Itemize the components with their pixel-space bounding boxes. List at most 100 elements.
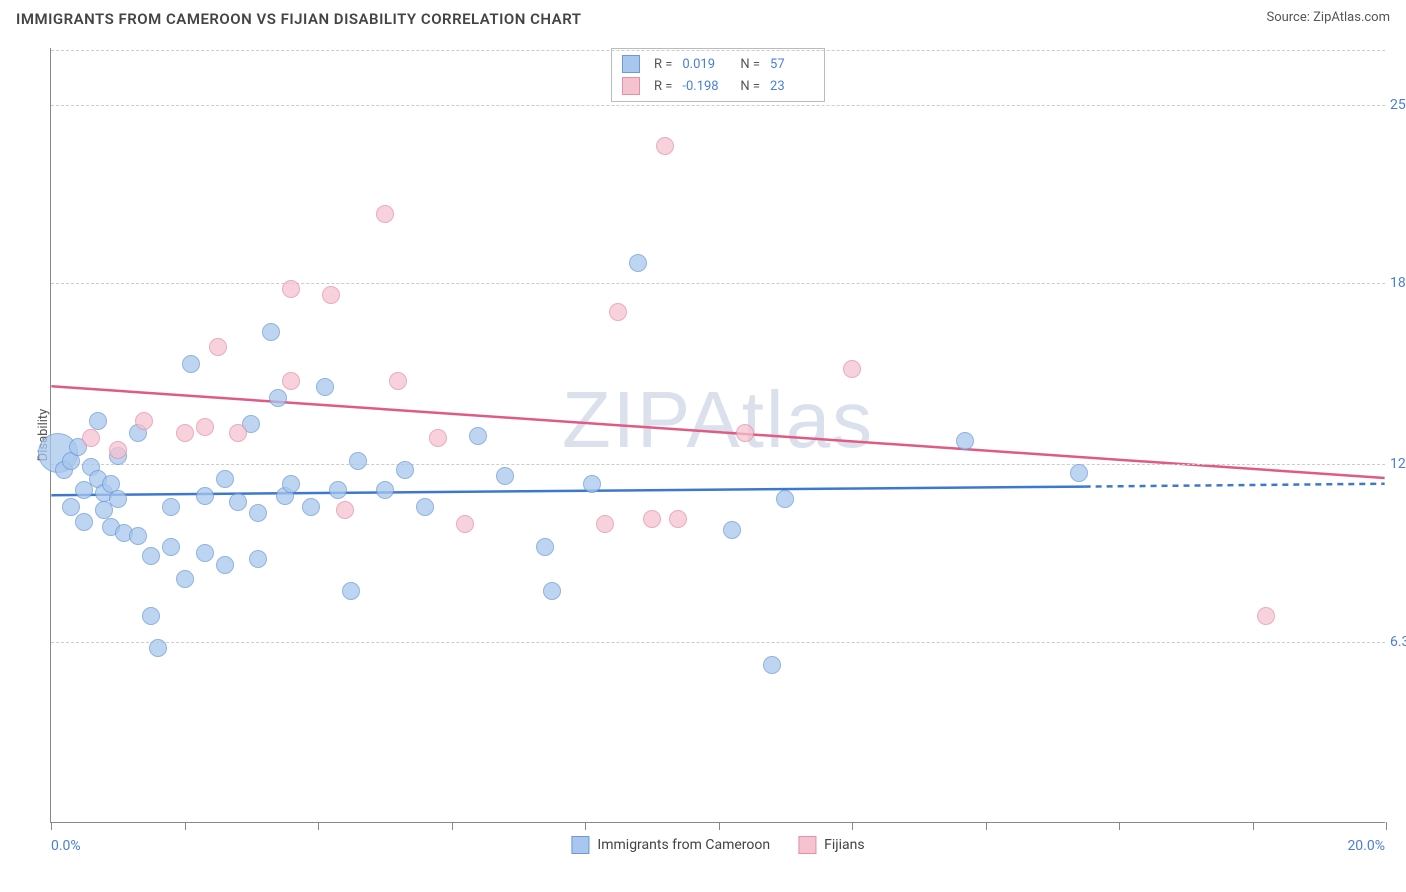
data-point bbox=[456, 515, 474, 533]
data-point bbox=[723, 521, 741, 539]
y-tick-label: 25.0% bbox=[1390, 97, 1406, 113]
data-point bbox=[162, 538, 180, 556]
stat-value: 0.019 bbox=[682, 57, 726, 72]
x-axis-max-label: 20.0% bbox=[1347, 838, 1385, 854]
data-point bbox=[583, 475, 601, 493]
legend-label: Fijians bbox=[824, 837, 864, 853]
data-point bbox=[109, 441, 127, 459]
stats-legend-row: R = 0.019 N = 57 bbox=[622, 53, 814, 75]
watermark-text: ZIPAtlas bbox=[562, 374, 874, 466]
data-point bbox=[389, 372, 407, 390]
data-point bbox=[396, 461, 414, 479]
x-tick bbox=[986, 822, 987, 830]
data-point bbox=[229, 493, 247, 511]
stat-label: R = bbox=[654, 79, 672, 94]
data-point bbox=[176, 424, 194, 442]
data-point bbox=[196, 487, 214, 505]
data-point bbox=[342, 582, 360, 600]
x-tick bbox=[585, 822, 586, 830]
x-tick bbox=[51, 822, 52, 830]
data-point bbox=[469, 427, 487, 445]
x-tick bbox=[318, 822, 319, 830]
x-tick bbox=[1119, 822, 1120, 830]
data-point bbox=[763, 656, 781, 674]
scatter-plot: Disability ZIPAtlas R = 0.019 N = 57 R =… bbox=[50, 48, 1385, 823]
stat-value: -0.198 bbox=[682, 79, 726, 94]
stat-value: 23 bbox=[770, 79, 814, 94]
data-point bbox=[656, 137, 674, 155]
data-point bbox=[536, 538, 554, 556]
data-point bbox=[736, 424, 754, 442]
gridline bbox=[51, 642, 1385, 643]
source-label: Source: ZipAtlas.com bbox=[1266, 10, 1390, 25]
series-legend: Immigrants from Cameroon Fijians bbox=[571, 836, 864, 854]
x-tick bbox=[452, 822, 453, 830]
data-point bbox=[229, 424, 247, 442]
data-point bbox=[543, 582, 561, 600]
swatch-icon bbox=[798, 836, 816, 854]
swatch-icon bbox=[622, 77, 640, 95]
data-point bbox=[609, 303, 627, 321]
data-point bbox=[349, 452, 367, 470]
data-point bbox=[416, 498, 434, 516]
data-point bbox=[162, 498, 180, 516]
data-point bbox=[843, 360, 861, 378]
data-point bbox=[329, 481, 347, 499]
data-point bbox=[216, 556, 234, 574]
swatch-icon bbox=[571, 836, 589, 854]
x-tick bbox=[852, 822, 853, 830]
data-point bbox=[75, 513, 93, 531]
legend-entry: Immigrants from Cameroon bbox=[571, 836, 770, 854]
data-point bbox=[129, 527, 147, 545]
data-point bbox=[336, 501, 354, 519]
data-point bbox=[643, 510, 661, 528]
x-tick bbox=[719, 822, 720, 830]
data-point bbox=[316, 378, 334, 396]
data-point bbox=[1070, 464, 1088, 482]
gridline bbox=[51, 464, 1385, 465]
data-point bbox=[376, 205, 394, 223]
data-point bbox=[249, 550, 267, 568]
data-point bbox=[269, 389, 287, 407]
data-point bbox=[62, 498, 80, 516]
x-tick bbox=[1253, 822, 1254, 830]
stat-label: R = bbox=[654, 57, 672, 72]
data-point bbox=[196, 418, 214, 436]
gridline bbox=[51, 50, 1385, 51]
x-axis-min-label: 0.0% bbox=[51, 838, 81, 854]
data-point bbox=[182, 355, 200, 373]
data-point bbox=[249, 504, 267, 522]
y-tick-label: 12.5% bbox=[1390, 456, 1406, 472]
data-point bbox=[135, 412, 153, 430]
data-point bbox=[496, 467, 514, 485]
data-point bbox=[776, 490, 794, 508]
stat-label: N = bbox=[740, 57, 760, 72]
data-point bbox=[142, 547, 160, 565]
data-point bbox=[376, 481, 394, 499]
data-point bbox=[1257, 607, 1275, 625]
data-point bbox=[196, 544, 214, 562]
data-point bbox=[956, 432, 974, 450]
data-point bbox=[282, 280, 300, 298]
x-tick bbox=[185, 822, 186, 830]
stats-legend-row: R = -0.198 N = 23 bbox=[622, 75, 814, 97]
stat-value: 57 bbox=[770, 57, 814, 72]
data-point bbox=[302, 498, 320, 516]
data-point bbox=[142, 607, 160, 625]
data-point bbox=[262, 323, 280, 341]
data-point bbox=[176, 570, 194, 588]
data-point bbox=[629, 254, 647, 272]
data-point bbox=[216, 470, 234, 488]
gridline bbox=[51, 105, 1385, 106]
data-point bbox=[89, 412, 107, 430]
y-tick-label: 6.3% bbox=[1390, 634, 1406, 650]
stat-label: N = bbox=[740, 79, 760, 94]
swatch-icon bbox=[622, 55, 640, 73]
data-point bbox=[322, 286, 340, 304]
legend-entry: Fijians bbox=[798, 836, 864, 854]
data-point bbox=[209, 338, 227, 356]
data-point bbox=[109, 490, 127, 508]
legend-label: Immigrants from Cameroon bbox=[597, 837, 770, 853]
data-point bbox=[282, 475, 300, 493]
data-point bbox=[149, 639, 167, 657]
